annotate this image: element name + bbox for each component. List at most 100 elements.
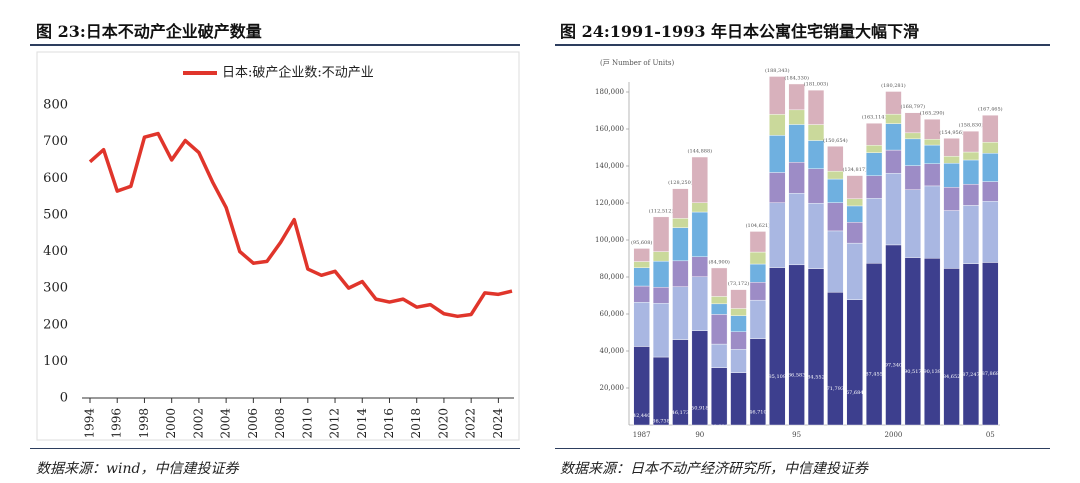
bar-segment <box>633 285 650 303</box>
y-tick-label: 400 <box>43 244 68 259</box>
bar-segment <box>788 264 805 426</box>
bar-segment <box>924 144 941 164</box>
source-rule <box>30 448 520 449</box>
bar-segment <box>691 256 708 277</box>
y-tick-label: 120,000 <box>595 199 624 207</box>
bar-segment <box>652 260 670 288</box>
segment-label: 84,552 <box>807 374 825 380</box>
bar-segment <box>711 314 728 345</box>
data-line <box>88 131 513 319</box>
total-label: (128,250) <box>668 179 693 186</box>
bar-segment <box>865 198 883 264</box>
bar-segment <box>865 263 883 426</box>
x-tick-label: 2004 <box>219 408 233 439</box>
bar-segment <box>943 138 960 157</box>
segment-label: 90,139 <box>923 369 941 375</box>
bar-segment <box>904 257 921 426</box>
bar-segment <box>711 296 728 305</box>
bar-segment <box>904 138 921 166</box>
bar-segment <box>904 189 921 258</box>
total-label: (144,888) <box>688 148 713 155</box>
bar-segment <box>846 222 863 244</box>
bar-segment <box>865 123 883 146</box>
x-tick-label: 1998 <box>137 408 151 439</box>
bar-segment <box>827 170 844 180</box>
bar-segment <box>827 146 844 172</box>
y-tick-label: 60,000 <box>600 310 625 318</box>
y-tick-label: 300 <box>43 281 68 296</box>
figure-heading: 图 23:日本不动产企业破产数量 <box>36 22 262 41</box>
bar-segment <box>962 151 980 161</box>
bar-segment <box>827 202 844 232</box>
bar-segment <box>924 119 941 140</box>
bar-segment <box>982 114 999 143</box>
heading-rule <box>555 44 1050 46</box>
bar-segment <box>711 367 728 426</box>
x-tick-label: 2000 <box>164 408 178 439</box>
y-tick-label: 40,000 <box>600 347 625 355</box>
total-label: (167,465) <box>978 106 1003 113</box>
x-tick-label: 2016 <box>382 408 396 439</box>
bar-segment <box>749 282 767 301</box>
y-tick-label: 140,000 <box>595 162 624 170</box>
y-tick-label: 500 <box>43 207 68 222</box>
bar-segment <box>691 156 708 203</box>
total-label: (154,956) <box>939 129 964 136</box>
bar-segment <box>943 268 960 426</box>
total-label: (188,343) <box>765 67 790 74</box>
bar-segment <box>730 331 747 350</box>
x-tick-label: 2000 <box>885 431 903 439</box>
x-tick-label: 2002 <box>191 408 205 439</box>
bar-segment <box>982 142 999 154</box>
bar-segment <box>788 124 805 163</box>
bar-segment <box>904 165 921 190</box>
source-note: 数据来源：日本不动产经济研究所，中信建投证券 <box>560 461 868 477</box>
x-tick-label: 2008 <box>273 408 287 439</box>
bar-segment <box>769 172 786 203</box>
bar-segment <box>827 291 844 426</box>
y-tick-label: 180,000 <box>595 88 624 96</box>
bar-segment <box>711 267 728 297</box>
total-label: (158,830) <box>959 122 984 129</box>
bar-segment <box>865 152 883 176</box>
bar-segment <box>691 202 708 213</box>
heading-rule <box>30 44 520 46</box>
x-tick-label: 2024 <box>491 408 505 439</box>
x-tick-label: 2006 <box>246 408 260 439</box>
bar-segment <box>788 109 805 125</box>
source-rule <box>555 448 1050 449</box>
bar-segment <box>730 308 747 316</box>
bar-segment <box>652 303 670 358</box>
bar-segment <box>769 76 786 115</box>
bar-segment <box>807 168 825 204</box>
bar-segment <box>904 132 921 140</box>
bar-segment <box>962 263 980 426</box>
total-label: (180,281) <box>881 82 906 89</box>
segment-label: 85,109 <box>769 374 787 380</box>
bar-segment <box>672 227 689 262</box>
bar-segment <box>788 162 805 194</box>
bar-segment <box>730 289 747 309</box>
bar-segment <box>885 173 902 246</box>
bar-segment <box>924 139 941 146</box>
bar-segment <box>749 231 767 253</box>
legend-label: 日本:破产企业数:不动产业 <box>222 65 374 81</box>
bar-segment <box>962 183 980 206</box>
bar-segment <box>652 216 670 252</box>
y-tick-label: 600 <box>43 171 68 186</box>
total-label: (112,512) <box>649 207 674 214</box>
bar-segment <box>672 218 689 228</box>
x-tick-label: 1987 <box>633 431 651 439</box>
bar-segment <box>672 260 689 287</box>
total-label: (181,003) <box>804 81 829 88</box>
bar-segment <box>749 251 767 265</box>
bar-segment <box>885 244 902 426</box>
segment-label: 46,173 <box>672 410 690 416</box>
bar-segment <box>885 149 902 174</box>
bar-segment <box>962 159 980 185</box>
segment-label: 97,340 <box>885 362 903 368</box>
bar-segment <box>807 140 825 169</box>
x-tick-label: 95 <box>792 431 801 439</box>
bar-segment <box>788 83 805 111</box>
